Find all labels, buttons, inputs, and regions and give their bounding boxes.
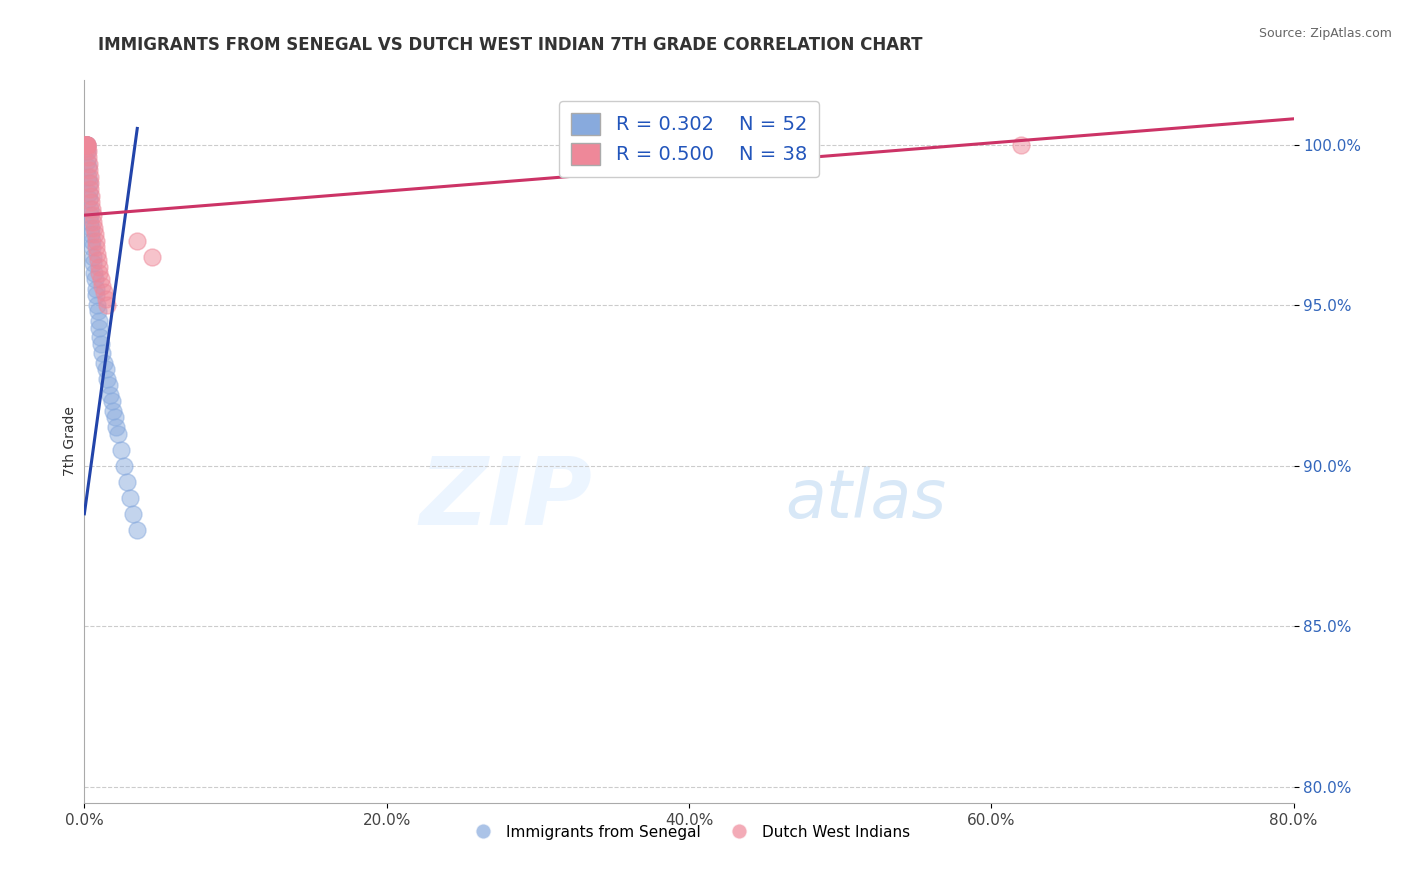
Point: [107, 426, 129, 441]
Point: [91, 346, 114, 360]
Text: IMMIGRANTS FROM SENEGAL VS DUTCH WEST INDIAN 7TH GRADE CORRELATION CHART: IMMIGRANTS FROM SENEGAL VS DUTCH WEST IN…: [98, 36, 922, 54]
Point: [98, 388, 121, 402]
Point: [118, 491, 141, 505]
Point: [82, 250, 104, 264]
Point: [87, 304, 110, 318]
Point: [75, 137, 97, 152]
Point: [84, 282, 107, 296]
Point: [76, 137, 98, 152]
Point: [83, 266, 105, 280]
Point: [97, 378, 120, 392]
Point: [79, 214, 101, 228]
Point: [76, 137, 98, 152]
Point: [93, 356, 115, 370]
Point: [84, 234, 107, 248]
Point: [75, 137, 97, 152]
Point: [96, 372, 118, 386]
Point: [86, 288, 108, 302]
Point: [105, 420, 128, 434]
Point: [1011, 137, 1033, 152]
Point: [77, 176, 100, 190]
Point: [86, 246, 108, 260]
Point: [115, 475, 138, 489]
Point: [79, 208, 101, 222]
Point: [75, 137, 97, 152]
Point: [76, 137, 98, 152]
Point: [90, 272, 112, 286]
Point: [80, 202, 103, 216]
Point: [104, 410, 127, 425]
Point: [80, 240, 103, 254]
Point: [127, 234, 149, 248]
Point: [110, 442, 132, 457]
Point: [93, 285, 115, 300]
Point: [87, 253, 110, 268]
Point: [75, 137, 97, 152]
Point: [75, 137, 97, 152]
Point: [82, 208, 104, 222]
Point: [76, 137, 98, 152]
Point: [87, 260, 110, 274]
Point: [89, 330, 111, 344]
Point: [75, 137, 97, 152]
Y-axis label: 7th Grade: 7th Grade: [63, 407, 77, 476]
Point: [96, 298, 118, 312]
Point: [76, 160, 98, 174]
Point: [83, 221, 105, 235]
Point: [80, 189, 103, 203]
Point: [89, 266, 111, 280]
Point: [127, 523, 149, 537]
Point: [86, 298, 108, 312]
Point: [101, 404, 124, 418]
Point: [90, 336, 112, 351]
Point: [76, 144, 98, 158]
Point: [100, 394, 122, 409]
Point: [75, 137, 97, 152]
Point: [80, 195, 103, 210]
Point: [79, 182, 101, 196]
Point: [75, 137, 97, 152]
Point: [77, 186, 100, 200]
Point: [77, 150, 100, 164]
Point: [121, 507, 143, 521]
Point: [84, 272, 107, 286]
Point: [76, 137, 98, 152]
Text: atlas: atlas: [786, 467, 946, 533]
Point: [77, 192, 100, 206]
Point: [76, 153, 98, 168]
Text: ZIP: ZIP: [419, 453, 592, 545]
Point: [80, 234, 103, 248]
Point: [77, 169, 100, 184]
Point: [84, 227, 107, 242]
Point: [87, 314, 110, 328]
Point: [82, 256, 104, 270]
Point: [86, 240, 108, 254]
Legend: Immigrants from Senegal, Dutch West Indians: Immigrants from Senegal, Dutch West Indi…: [461, 819, 917, 846]
Point: [75, 137, 97, 152]
Point: [82, 214, 104, 228]
Point: [77, 163, 100, 178]
Point: [141, 250, 163, 264]
Point: [79, 176, 101, 190]
Point: [76, 141, 98, 155]
Point: [77, 157, 100, 171]
Point: [79, 169, 101, 184]
Point: [79, 202, 101, 216]
Point: [89, 320, 111, 334]
Text: Source: ZipAtlas.com: Source: ZipAtlas.com: [1258, 27, 1392, 40]
Point: [94, 362, 117, 376]
Point: [112, 458, 135, 473]
Point: [80, 227, 103, 242]
Point: [75, 137, 97, 152]
Point: [80, 221, 103, 235]
Point: [75, 137, 97, 152]
Point: [91, 278, 114, 293]
Point: [76, 144, 98, 158]
Point: [75, 137, 97, 152]
Point: [75, 137, 97, 152]
Point: [94, 292, 117, 306]
